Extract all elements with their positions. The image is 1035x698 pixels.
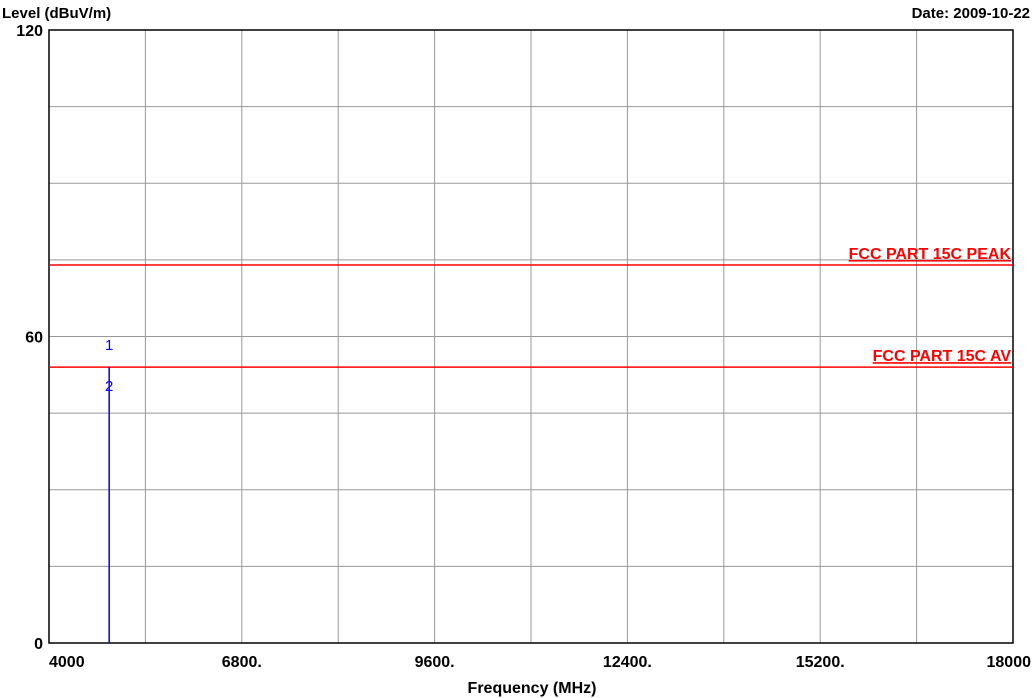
limit-line-label: FCC PART 15C AV (873, 348, 1012, 365)
x-tick-label: 15200. (796, 654, 845, 671)
date-label: Date: 2009-10-22 (912, 5, 1030, 22)
x-tick-label: 12400. (603, 654, 652, 671)
marker-label: 2 (105, 378, 113, 395)
grid (48, 29, 1014, 644)
x-tick-label: 4000 (49, 654, 85, 671)
x-tick-label: 18000 (987, 654, 1032, 671)
marker-label: 1 (105, 337, 113, 354)
limit-line-label: FCC PART 15C PEAK (849, 246, 1012, 263)
plot-frame (48, 29, 1014, 644)
y-axis-title: Level (dBuV/m) (2, 5, 111, 22)
markers: 12 (105, 337, 113, 395)
y-tick-label: 120 (16, 23, 43, 40)
x-tick-labels: 4000 6800. 9600. 12400. 15200. 18000 (49, 654, 1031, 671)
y-tick-label: 60 (25, 330, 43, 347)
x-tick-label: 6800. (222, 654, 262, 671)
x-axis-title: Frequency (MHz) (468, 680, 597, 697)
limit-lines: FCC PART 15C PEAK FCC PART 15C AV (49, 246, 1013, 368)
y-tick-labels: 0 60 120 (16, 23, 43, 653)
x-tick-label: 9600. (415, 654, 455, 671)
y-tick-label: 0 (34, 636, 43, 653)
